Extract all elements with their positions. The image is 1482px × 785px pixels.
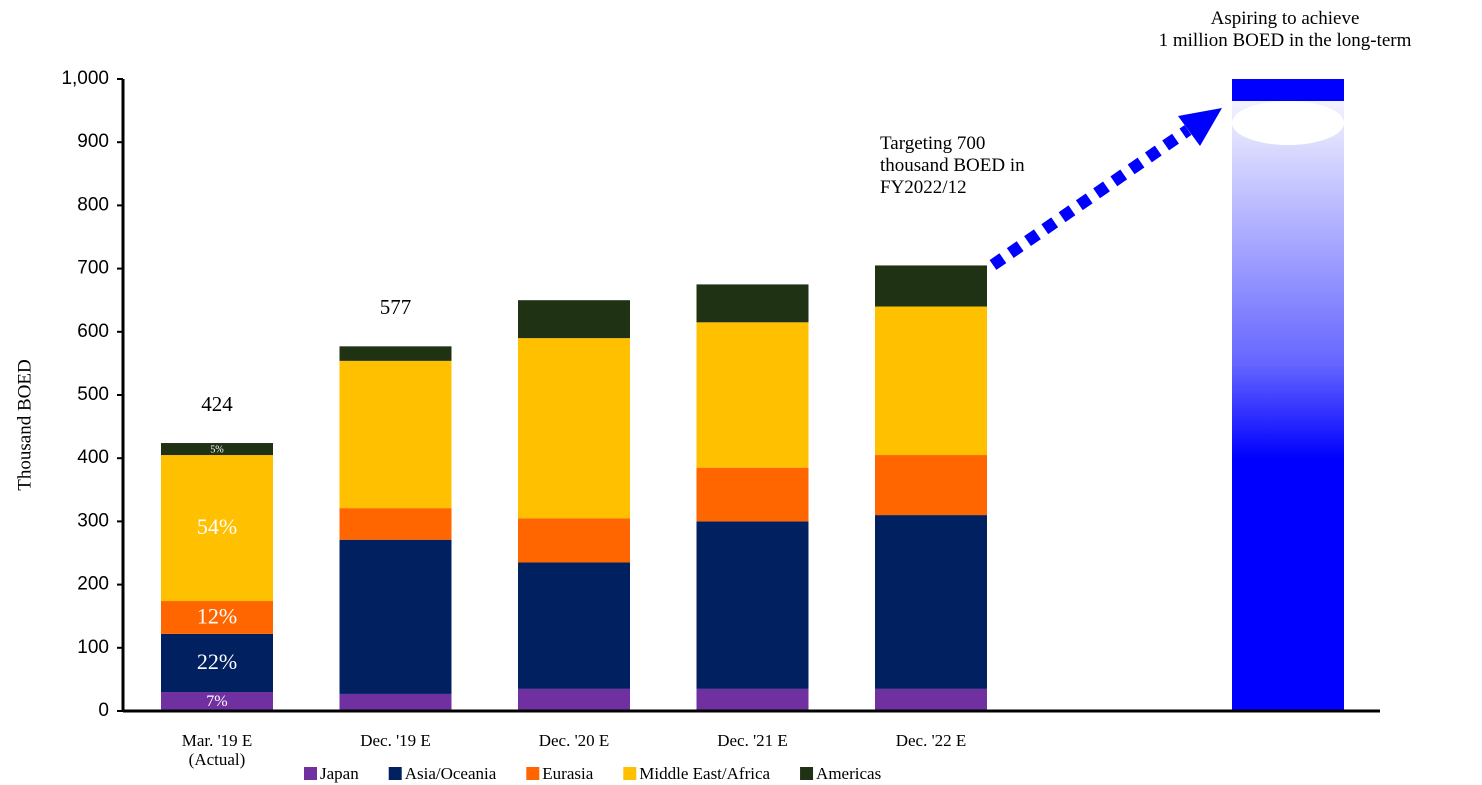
bar-segment	[339, 508, 452, 540]
y-tick-label: 200	[77, 574, 109, 595]
x-tick-label: Dec. '19 E	[360, 731, 431, 750]
bar-segment	[518, 338, 630, 519]
bar-segment	[696, 284, 809, 323]
bar-segment	[339, 539, 452, 694]
y-tick-label: 600	[77, 321, 109, 342]
bar-segment	[518, 300, 630, 339]
share-label: 5%	[210, 444, 224, 455]
legend-swatch	[623, 767, 637, 780]
bar-segment	[161, 443, 273, 456]
bar-segment	[696, 322, 809, 468]
legend-label: Middle East/Africa	[639, 764, 770, 783]
total-label: 577	[380, 295, 412, 319]
bar-segment	[875, 306, 987, 456]
legend-label: Americas	[816, 764, 881, 783]
x-tick-label: Mar. '19 E (Actual)	[181, 731, 253, 769]
bar-segment	[339, 346, 452, 361]
bar-segment	[518, 562, 630, 689]
share-label: 22%	[197, 649, 237, 674]
share-label: 12%	[197, 604, 237, 629]
arrow-head	[1178, 108, 1222, 146]
bar-segment	[161, 633, 273, 693]
bar-segment	[518, 518, 630, 563]
bar-segment	[518, 688, 630, 711]
arrow-line	[989, 125, 1192, 270]
share-label: 7%	[206, 693, 227, 710]
bar-segment	[875, 688, 987, 711]
y-tick-label: 0	[98, 700, 109, 721]
bar-segment	[161, 692, 273, 711]
y-tick-label: 500	[77, 384, 109, 405]
x-tick-label: Dec. '22 E	[895, 731, 967, 750]
y-tick-label: 1,000	[61, 68, 109, 89]
legend-label: Asia/Oceania	[405, 764, 497, 783]
legend-swatch	[388, 767, 402, 780]
total-label: 424	[201, 392, 233, 416]
y-tick-label: 400	[77, 447, 109, 468]
annotation: Targeting 700 thousand BOED in FY2022/12	[880, 133, 1025, 198]
arrow	[989, 108, 1222, 270]
legend-swatch	[526, 767, 540, 780]
y-tick-label: 900	[77, 131, 109, 152]
annotation: Aspiring to achieve 1 million BOED in th…	[1158, 8, 1412, 51]
y-tick-label: 300	[77, 510, 109, 531]
bar-segment	[696, 521, 809, 689]
y-axis-title: Thousand BOED	[14, 359, 35, 490]
legend-swatch	[304, 767, 317, 780]
legend-swatch	[800, 767, 814, 780]
legend-label: Japan	[320, 764, 359, 783]
share-label: 54%	[197, 514, 237, 539]
target-bar	[1232, 79, 1344, 711]
bar-segment	[875, 455, 987, 516]
y-tick-label: 700	[77, 258, 109, 279]
bar-segment	[161, 455, 273, 602]
bar-segment	[875, 265, 987, 307]
bar-segment	[696, 467, 809, 522]
y-tick-label: 800	[77, 194, 109, 215]
bar-segment	[875, 515, 987, 689]
x-tick-label: Dec. '20 E	[538, 731, 610, 750]
bar-segment	[339, 360, 452, 509]
x-tick-label: Dec. '21 E	[717, 731, 788, 750]
bar-segment	[696, 688, 809, 711]
bar-segment	[339, 693, 452, 711]
legend-label: Eurasia	[542, 764, 593, 783]
target-cap-glow	[1232, 101, 1344, 145]
y-tick-label: 100	[77, 637, 109, 658]
target-cap	[1232, 79, 1344, 101]
bar-segment	[161, 601, 273, 634]
